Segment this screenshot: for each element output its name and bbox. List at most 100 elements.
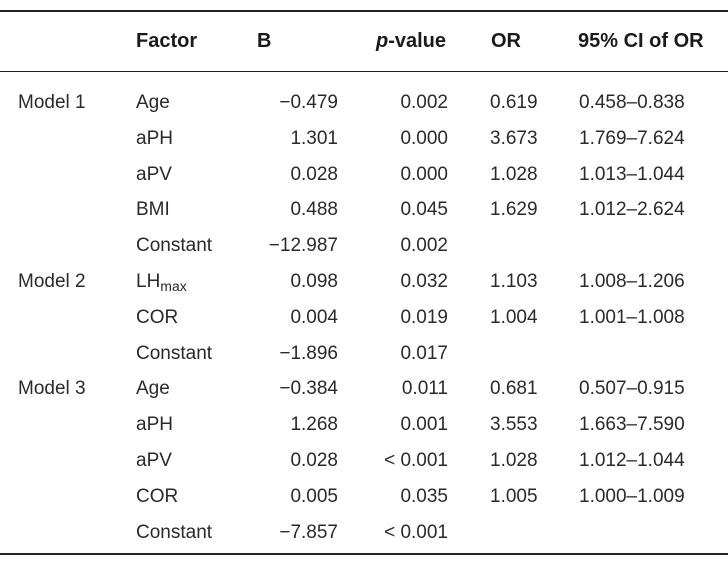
model-label-text: Model 3 [18, 378, 86, 399]
b-cell-text: 0.005 [290, 486, 338, 507]
header-ci: 95% CI of OR [578, 30, 704, 52]
table-header-rule [0, 71, 728, 73]
b-cell-text: −12.987 [268, 235, 338, 256]
p-value-cell-text: 0.045 [400, 199, 448, 220]
b-cell-text: 0.488 [290, 199, 338, 220]
table-top-rule [0, 10, 728, 12]
p-value-cell: 0.017 [400, 341, 448, 367]
b-cell: 0.098 [290, 269, 338, 295]
model-label: Model 3 [18, 376, 86, 402]
or-cell-text: 1.028 [490, 450, 538, 471]
b-cell: 0.028 [290, 162, 338, 188]
p-value-cell: 0.000 [400, 162, 448, 188]
b-cell: −7.857 [279, 520, 338, 546]
header-factor: Factor [136, 30, 198, 52]
or-cell-text: 1.005 [490, 486, 538, 507]
or-cell-text: 1.629 [490, 199, 538, 220]
p-value-cell-text: 0.017 [400, 343, 448, 364]
factor-cell: Constant [136, 233, 212, 259]
factor-cell-text: aPV [136, 164, 172, 185]
p-value-cell-text: 0.032 [400, 271, 448, 292]
header-p-suffix: -value [388, 30, 447, 52]
ci-cell-text: 1.008–1.206 [579, 271, 685, 292]
factor-cell: aPV [136, 162, 172, 188]
ci-cell: 1.012–2.624 [579, 197, 685, 223]
ci-cell: 1.663–7.590 [579, 412, 685, 438]
factor-cell: aPV [136, 448, 172, 474]
b-cell: 0.488 [290, 197, 338, 223]
b-cell-text: −0.384 [279, 378, 338, 399]
b-cell: 0.005 [290, 484, 338, 510]
header-p-value: p-value [376, 27, 446, 55]
ci-cell-text: 1.663–7.590 [579, 414, 685, 435]
p-value-cell: < 0.001 [384, 448, 448, 474]
p-value-cell: 0.002 [400, 90, 448, 116]
ci-cell-text: 1.012–2.624 [579, 199, 685, 220]
ci-cell: 0.458–0.838 [579, 90, 685, 116]
factor-cell: Age [136, 90, 170, 116]
ci-cell-text: 0.458–0.838 [579, 92, 685, 113]
or-cell: 1.629 [490, 197, 538, 223]
or-cell: 3.553 [490, 412, 538, 438]
b-cell-text: −1.896 [279, 343, 338, 364]
ci-cell: 1.769–7.624 [579, 126, 685, 152]
ci-cell-text: 1.001–1.008 [579, 307, 685, 328]
or-cell: 0.681 [490, 376, 538, 402]
model-label-text: Model 1 [18, 92, 86, 113]
ci-cell: 1.000–1.009 [579, 484, 685, 510]
model-label-text: Model 2 [18, 271, 86, 292]
factor-cell-text: COR [136, 486, 179, 507]
or-cell: 0.619 [490, 90, 538, 116]
or-cell-text: 3.553 [490, 414, 538, 435]
p-value-cell: 0.000 [400, 126, 448, 152]
p-value-cell-text: < 0.001 [384, 450, 448, 471]
or-cell-text: 1.103 [490, 271, 538, 292]
or-cell-text: 0.619 [490, 92, 538, 113]
factor-cell-text: Age [136, 92, 170, 113]
or-cell-text: 1.028 [490, 164, 538, 185]
b-cell-text: −0.479 [279, 92, 338, 113]
factor-cell-text: aPV [136, 450, 172, 471]
p-value-cell-text: 0.000 [400, 128, 448, 149]
ci-cell-text: 1.769–7.624 [579, 128, 685, 149]
p-value-cell-text: 0.019 [400, 307, 448, 328]
ci-cell-text: 1.013–1.044 [579, 164, 685, 185]
model-label: Model 2 [18, 269, 86, 295]
ci-cell: 1.013–1.044 [579, 162, 685, 188]
p-value-cell-text: < 0.001 [384, 522, 448, 543]
or-cell: 1.005 [490, 484, 538, 510]
b-cell: −0.384 [279, 376, 338, 402]
p-value-cell: 0.002 [400, 233, 448, 259]
factor-cell-text: aPH [136, 414, 173, 435]
or-cell: 1.028 [490, 448, 538, 474]
or-cell-text: 3.673 [490, 128, 538, 149]
model-label: Model 1 [18, 90, 86, 116]
header-b: B [257, 30, 272, 52]
ci-cell-text: 1.012–1.044 [579, 450, 685, 471]
b-cell-text: −7.857 [279, 522, 338, 543]
b-cell-text: 1.268 [290, 414, 338, 435]
b-cell: 1.301 [290, 126, 338, 152]
factor-cell: Constant [136, 341, 212, 367]
p-value-cell-text: 0.002 [400, 92, 448, 113]
factor-cell-text: Constant [136, 343, 213, 364]
or-cell-text: 0.681 [490, 378, 538, 399]
p-value-cell: 0.035 [400, 484, 448, 510]
header-p-italic: p [376, 30, 389, 52]
factor-cell: Constant [136, 520, 212, 546]
factor-cell-text: Constant [136, 522, 213, 543]
or-cell-text: 1.004 [490, 307, 538, 328]
b-cell: 0.004 [290, 305, 338, 331]
p-value-cell-text: 0.002 [400, 235, 448, 256]
p-value-cell: < 0.001 [384, 520, 448, 546]
b-cell: −12.987 [269, 233, 338, 259]
factor-cell: BMI [136, 197, 170, 223]
ci-cell: 0.507–0.915 [579, 376, 685, 402]
factor-cell: LHmax [136, 269, 187, 295]
p-value-cell-text: 0.000 [400, 164, 448, 185]
b-cell: 0.028 [290, 448, 338, 474]
b-cell-text: 0.028 [290, 164, 338, 185]
table-bottom-rule [0, 553, 728, 555]
p-value-cell-text: 0.011 [401, 378, 448, 399]
p-value-cell: 0.019 [400, 305, 448, 331]
